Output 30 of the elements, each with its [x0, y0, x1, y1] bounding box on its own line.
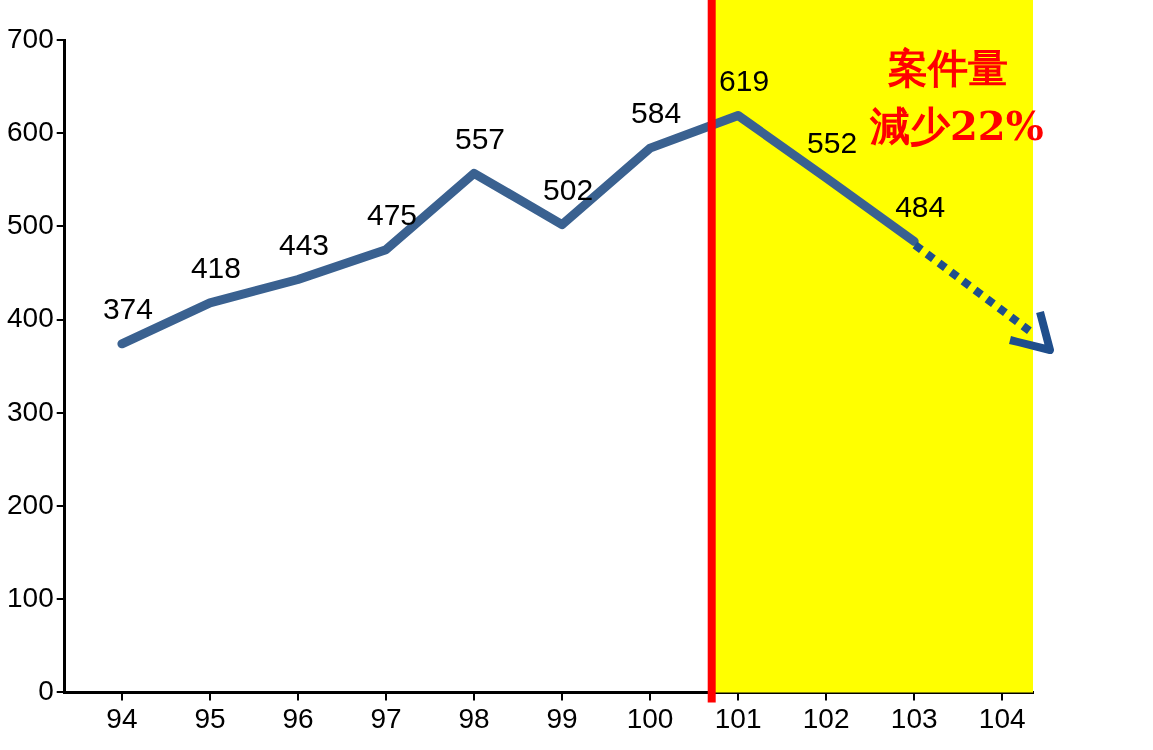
data-label: 418	[190, 251, 241, 285]
data-label: 443	[278, 227, 330, 261]
x-tick-label: 95	[194, 702, 226, 734]
x-tick-label: 99	[546, 702, 578, 734]
data-label: 552	[807, 126, 858, 160]
x-tick-label: 104	[978, 702, 1026, 734]
data-label: 484	[895, 189, 946, 223]
x-tick-label: 102	[802, 702, 850, 734]
data-label: 475	[366, 197, 418, 231]
y-tick-label: 200	[7, 488, 54, 520]
y-tick-label: 400	[7, 302, 54, 334]
x-tick-label: 101	[714, 702, 762, 734]
data-label: 502	[543, 172, 594, 206]
y-tick-label: 100	[7, 581, 54, 613]
x-tick-label: 96	[282, 702, 314, 734]
x-tick-label: 97	[370, 702, 402, 734]
data-label: 557	[455, 121, 506, 155]
annotation: 案件量	[886, 43, 1009, 93]
x-tick-label: 100	[626, 702, 674, 734]
y-tick-label: 700	[7, 22, 54, 54]
data-label: 374	[102, 292, 153, 326]
x-tick-label: 103	[890, 702, 938, 734]
y-tick-label: 600	[7, 115, 54, 147]
y-tick-label: 0	[38, 675, 54, 707]
y-tick-label: 300	[7, 395, 54, 427]
x-tick-label: 94	[106, 702, 138, 734]
data-label: 619	[719, 63, 770, 97]
data-label: 584	[631, 96, 682, 130]
y-tick-label: 500	[7, 209, 54, 241]
x-tick-label: 98	[458, 702, 490, 734]
